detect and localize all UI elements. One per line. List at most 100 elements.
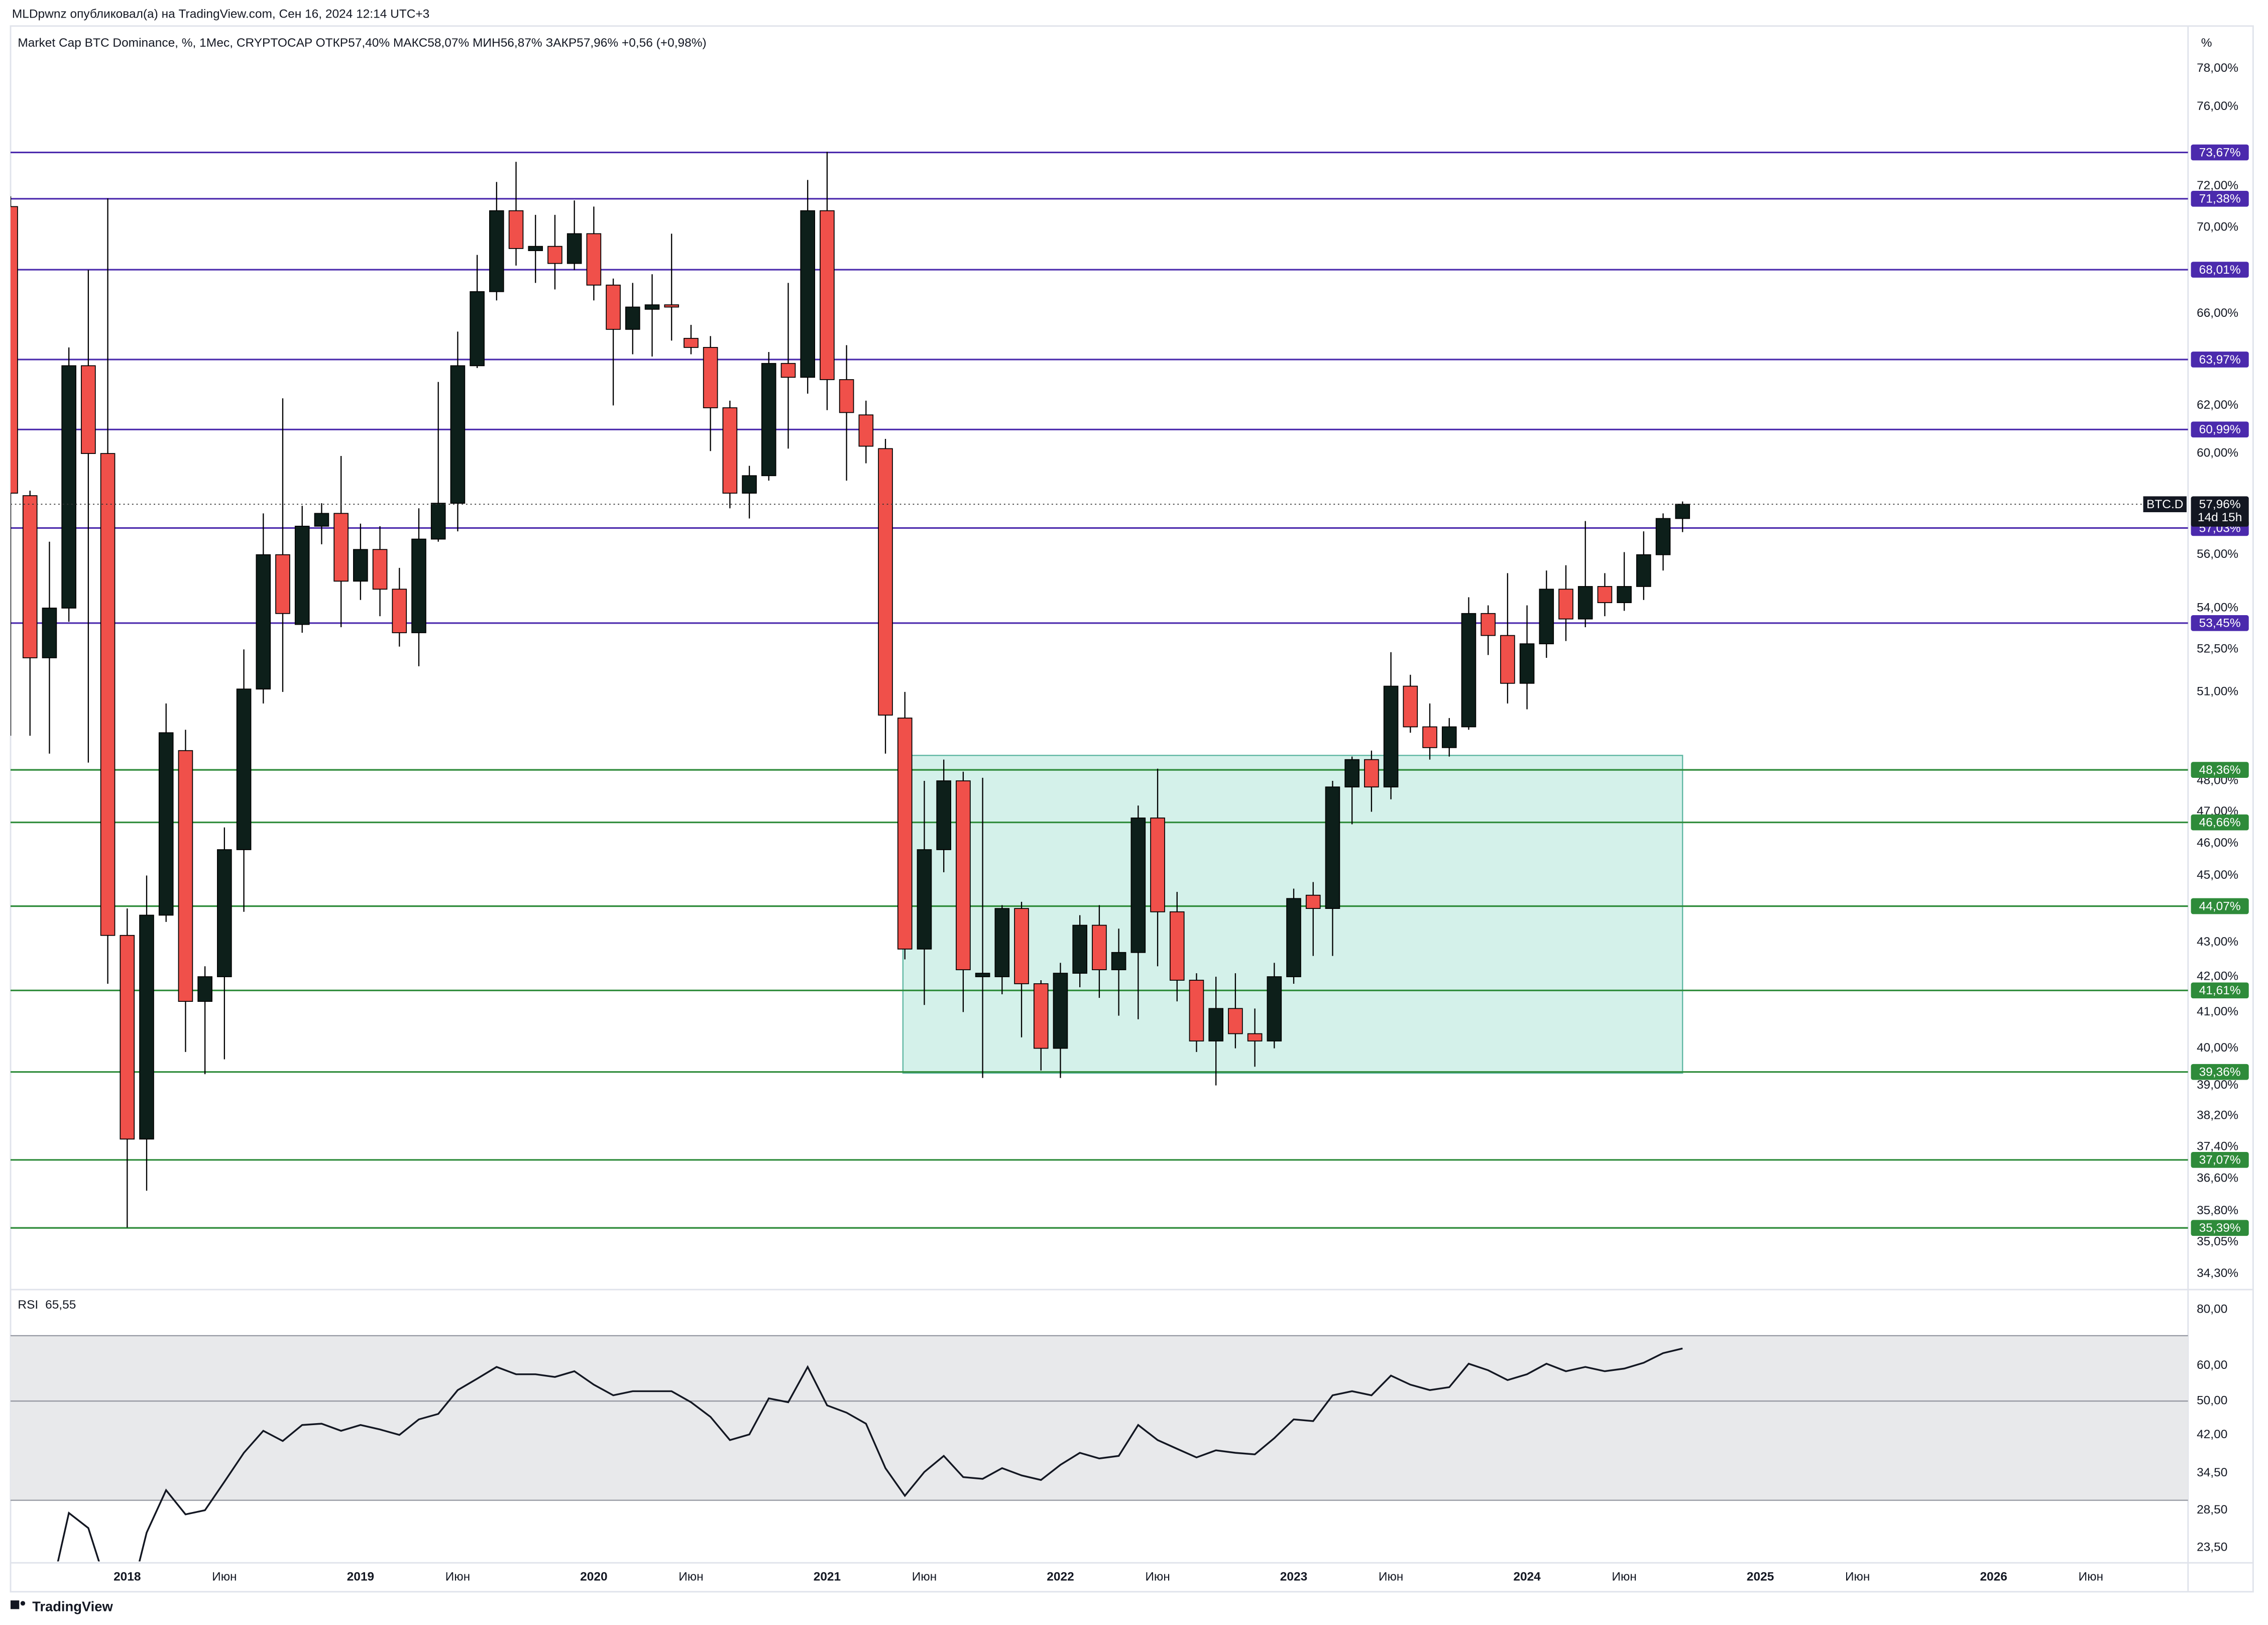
x-tick-label: Июн — [2079, 1570, 2103, 1583]
y-tick-label: 35,80% — [2197, 1204, 2238, 1217]
candle-body — [878, 448, 893, 716]
candle-body — [761, 363, 776, 477]
x-tick-label: 2020 — [580, 1570, 607, 1583]
candle-body — [936, 780, 952, 850]
candle-body — [1130, 818, 1146, 953]
level-tag — [2191, 1064, 2249, 1080]
candle-body — [1617, 586, 1632, 603]
candle-body — [314, 513, 329, 527]
y-unit: % — [2201, 36, 2212, 50]
candle-body — [664, 304, 679, 308]
candle-body — [11, 206, 18, 494]
candle-body — [1053, 973, 1068, 1049]
y-tick-label: 66,00% — [2197, 306, 2238, 320]
candle-body — [1441, 726, 1457, 748]
x-tick-label: Июн — [1379, 1570, 1403, 1583]
level-tag — [2191, 1220, 2249, 1236]
x-tick-label: 2018 — [114, 1570, 141, 1583]
candle-body — [372, 549, 388, 590]
candle-body — [1344, 759, 1359, 788]
candle-body — [61, 365, 76, 609]
candle-body — [1636, 554, 1651, 587]
candle-body — [820, 210, 835, 380]
candle-body — [178, 750, 193, 1002]
rsi-tick-label: 50,00 — [2197, 1394, 2227, 1408]
level-tag-label: 48,36% — [2199, 763, 2241, 777]
rsi-tick-label: 80,00 — [2197, 1303, 2227, 1316]
level-tag-label: 44,07% — [2199, 899, 2241, 913]
candle-body — [470, 291, 485, 367]
y-tick-label: 36,60% — [2197, 1172, 2238, 1185]
rsi-tick-label: 60,00 — [2197, 1358, 2227, 1372]
logo-mark — [11, 1600, 20, 1609]
y-tick-label: 54,00% — [2197, 601, 2238, 614]
candle-body — [839, 379, 854, 413]
level-tag — [2191, 898, 2249, 914]
candle-body — [956, 780, 971, 971]
candle-body — [22, 495, 38, 658]
level-tag-label: 71,38% — [2199, 192, 2241, 206]
y-tick-label: 40,00% — [2197, 1041, 2238, 1055]
candle-body — [703, 347, 718, 408]
candle-body — [1247, 1033, 1263, 1041]
y-tick-label: 37,40% — [2197, 1139, 2238, 1153]
candle-body — [858, 414, 874, 447]
x-tick-label: Июн — [1612, 1570, 1636, 1583]
candle-body — [1072, 924, 1087, 974]
candle-body — [275, 554, 290, 614]
candle-body — [1519, 643, 1535, 684]
candle-body — [489, 210, 504, 292]
x-tick-label: 2022 — [1047, 1570, 1074, 1583]
candle-body — [1655, 518, 1671, 555]
y-tick-label: 43,00% — [2197, 935, 2238, 949]
price-tag — [2191, 496, 2249, 527]
frame — [10, 25, 2254, 1593]
y-tick-label: 38,20% — [2197, 1109, 2238, 1122]
rsi-tick-label: 34,50 — [2197, 1466, 2227, 1479]
candle-body — [1267, 976, 1282, 1041]
candle-body — [684, 337, 699, 348]
level-tag-label: 41,61% — [2199, 984, 2241, 997]
candle-body — [392, 589, 407, 633]
level-tag — [2191, 615, 2249, 631]
candle-body — [353, 549, 368, 582]
level-tag — [2191, 814, 2249, 831]
candle-body — [1169, 911, 1185, 981]
candle-body — [1500, 635, 1515, 684]
candle-body — [411, 538, 426, 633]
y-tick-label: 52,50% — [2197, 642, 2238, 656]
candle-body — [586, 233, 602, 286]
rsi-tick-label: 23,50 — [2197, 1541, 2227, 1554]
candle-body — [1305, 894, 1321, 909]
candle-body — [1481, 613, 1496, 636]
countdown-label: 14d 15h — [2198, 511, 2242, 524]
y-tick-label: 45,00% — [2197, 868, 2238, 882]
candle-body — [528, 246, 543, 251]
candle-body — [1422, 726, 1437, 748]
level-tag-label: 37,07% — [2199, 1153, 2241, 1167]
candle-body — [975, 973, 990, 977]
candle-body — [897, 718, 913, 950]
candle-body — [197, 976, 212, 1002]
candle-body — [606, 284, 621, 330]
candle-body — [333, 513, 349, 582]
candle-body — [1539, 589, 1554, 644]
candle-body — [1461, 613, 1477, 728]
candle-body — [1383, 685, 1399, 788]
y-tick-label: 70,00% — [2197, 220, 2238, 234]
rsi-line — [57, 1347, 1683, 1562]
candle-body — [1403, 685, 1418, 728]
rsi-tick-label: 42,00 — [2197, 1428, 2227, 1441]
x-tick-label: Июн — [1145, 1570, 1170, 1583]
level-tag — [2191, 762, 2249, 778]
candle-body — [1325, 786, 1340, 909]
level-tag-label: 39,36% — [2199, 1066, 2241, 1079]
y-tick-label: 41,00% — [2197, 1005, 2238, 1018]
x-tick-label: Июн — [212, 1570, 237, 1583]
x-tick-label: Июн — [445, 1570, 470, 1583]
level-tag-label: 46,66% — [2199, 816, 2241, 830]
candle-body — [158, 732, 174, 916]
candle-body — [1675, 504, 1690, 519]
